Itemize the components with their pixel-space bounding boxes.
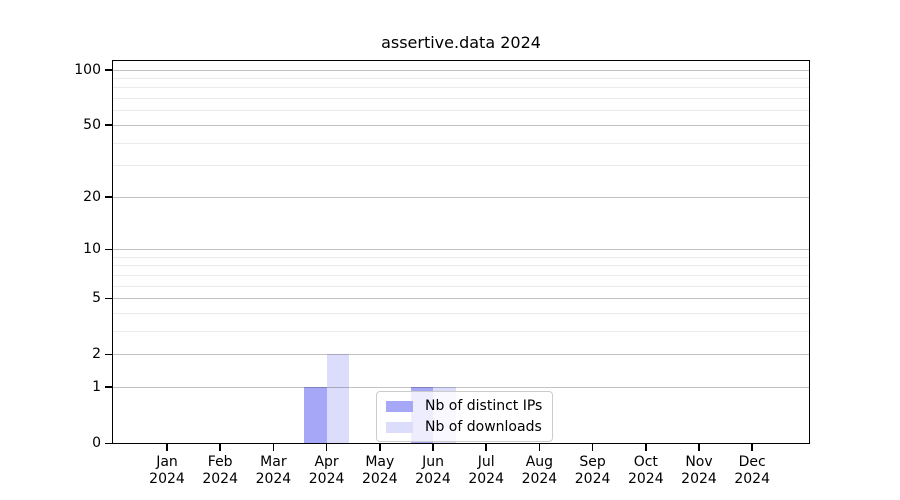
gridlines-layer xyxy=(113,61,809,443)
axis-ticks-layer: 0 1 2 5 10 20 50 100 Jan 2024 Feb 2024 Mar 2024 Apr 202… xyxy=(74,61,809,487)
x-tick-label-oct: Oct 2024 xyxy=(627,454,664,487)
y-tick-label-50: 50 xyxy=(83,116,101,133)
legend-swatch-downloads-icon xyxy=(386,421,413,433)
x-tick-label-jun: Jun 2024 xyxy=(415,454,451,487)
major-gridline-1 xyxy=(113,386,809,388)
y-tick-10 xyxy=(105,248,112,250)
bar-apr-series1 xyxy=(326,354,350,443)
y-tick-2 xyxy=(105,353,112,356)
minor-gridline-70 xyxy=(113,98,809,100)
minor-gridline-3 xyxy=(113,330,809,332)
legend-swatch-distinct-ips-icon xyxy=(386,400,413,412)
x-tick-jan xyxy=(166,444,168,451)
legend-item-distinct-ips: Nb of distinct IPs xyxy=(386,398,542,414)
x-tick-label-jan: Jan 2024 xyxy=(149,454,185,487)
legend-label-downloads: Nb of downloads xyxy=(425,419,542,435)
y-tick-1 xyxy=(105,386,112,388)
x-tick-label-nov: Nov 2024 xyxy=(681,454,717,487)
major-gridline-5 xyxy=(113,298,809,300)
x-tick-dec xyxy=(751,444,753,451)
y-tick-label-0: 0 xyxy=(92,435,101,451)
x-tick-label-jul: Jul 2024 xyxy=(468,454,504,487)
minor-gridline-4 xyxy=(113,312,809,314)
x-tick-jul xyxy=(485,444,487,451)
x-tick-label-apr: Apr 2024 xyxy=(308,454,345,487)
minor-gridline-6 xyxy=(113,285,809,287)
y-tick-100 xyxy=(105,69,112,71)
minor-gridline-90 xyxy=(113,78,809,80)
x-tick-apr xyxy=(325,444,328,451)
y-tick-0 xyxy=(105,442,112,444)
major-gridline-50 xyxy=(113,124,809,126)
minor-gridline-40 xyxy=(113,142,809,144)
x-tick-label-mar: Mar 2024 xyxy=(255,454,292,487)
y-tick-50 xyxy=(105,124,112,126)
x-tick-feb xyxy=(219,444,221,451)
x-tick-label-dec: Dec 2024 xyxy=(734,454,770,487)
plot-area: 0 1 2 5 10 20 50 100 Jan 2024 Feb 2024 Mar 2024 Apr 202… xyxy=(74,60,810,487)
x-tick-label-sep: Sep 2024 xyxy=(574,454,611,487)
x-tick-label-feb: Feb 2024 xyxy=(202,454,238,487)
y-tick-20 xyxy=(105,196,112,198)
major-gridline-2 xyxy=(113,354,809,356)
x-tick-oct xyxy=(645,444,647,451)
y-tick-label-10: 10 xyxy=(83,241,101,257)
x-tick-sep xyxy=(591,444,594,451)
x-tick-label-aug: Aug 2024 xyxy=(521,454,558,487)
x-tick-nov xyxy=(698,444,700,451)
x-tick-aug xyxy=(538,444,541,451)
x-tick-jun xyxy=(432,444,434,451)
minor-gridline-30 xyxy=(113,165,809,167)
minor-gridline-7 xyxy=(113,274,809,276)
minor-gridline-9 xyxy=(113,256,809,258)
y-tick-label-5: 5 xyxy=(92,290,101,307)
legend-label-distinct-ips: Nb of distinct IPs xyxy=(425,398,543,414)
x-tick-mar xyxy=(272,444,275,451)
bar-apr-series0 xyxy=(304,386,327,443)
major-gridline-10 xyxy=(113,249,809,250)
minor-gridline-8 xyxy=(113,265,809,267)
x-tick-label-may: May 2024 xyxy=(361,454,398,487)
legend: Nb of distinct IPs Nb of downloads xyxy=(376,391,554,442)
legend-item-downloads: Nb of downloads xyxy=(386,419,542,435)
y-tick-label-2: 2 xyxy=(92,346,101,363)
chart-title: assertive.data 2024 xyxy=(381,33,541,52)
major-gridline-100 xyxy=(113,69,809,71)
major-gridline-20 xyxy=(113,196,809,198)
x-tick-may xyxy=(379,444,381,451)
y-tick-label-100: 100 xyxy=(74,61,101,78)
minor-gridline-80 xyxy=(113,87,809,89)
y-tick-label-1: 1 xyxy=(92,378,101,395)
y-tick-label-20: 20 xyxy=(83,188,101,205)
minor-gridline-60 xyxy=(113,110,809,112)
y-tick-5 xyxy=(105,297,112,300)
